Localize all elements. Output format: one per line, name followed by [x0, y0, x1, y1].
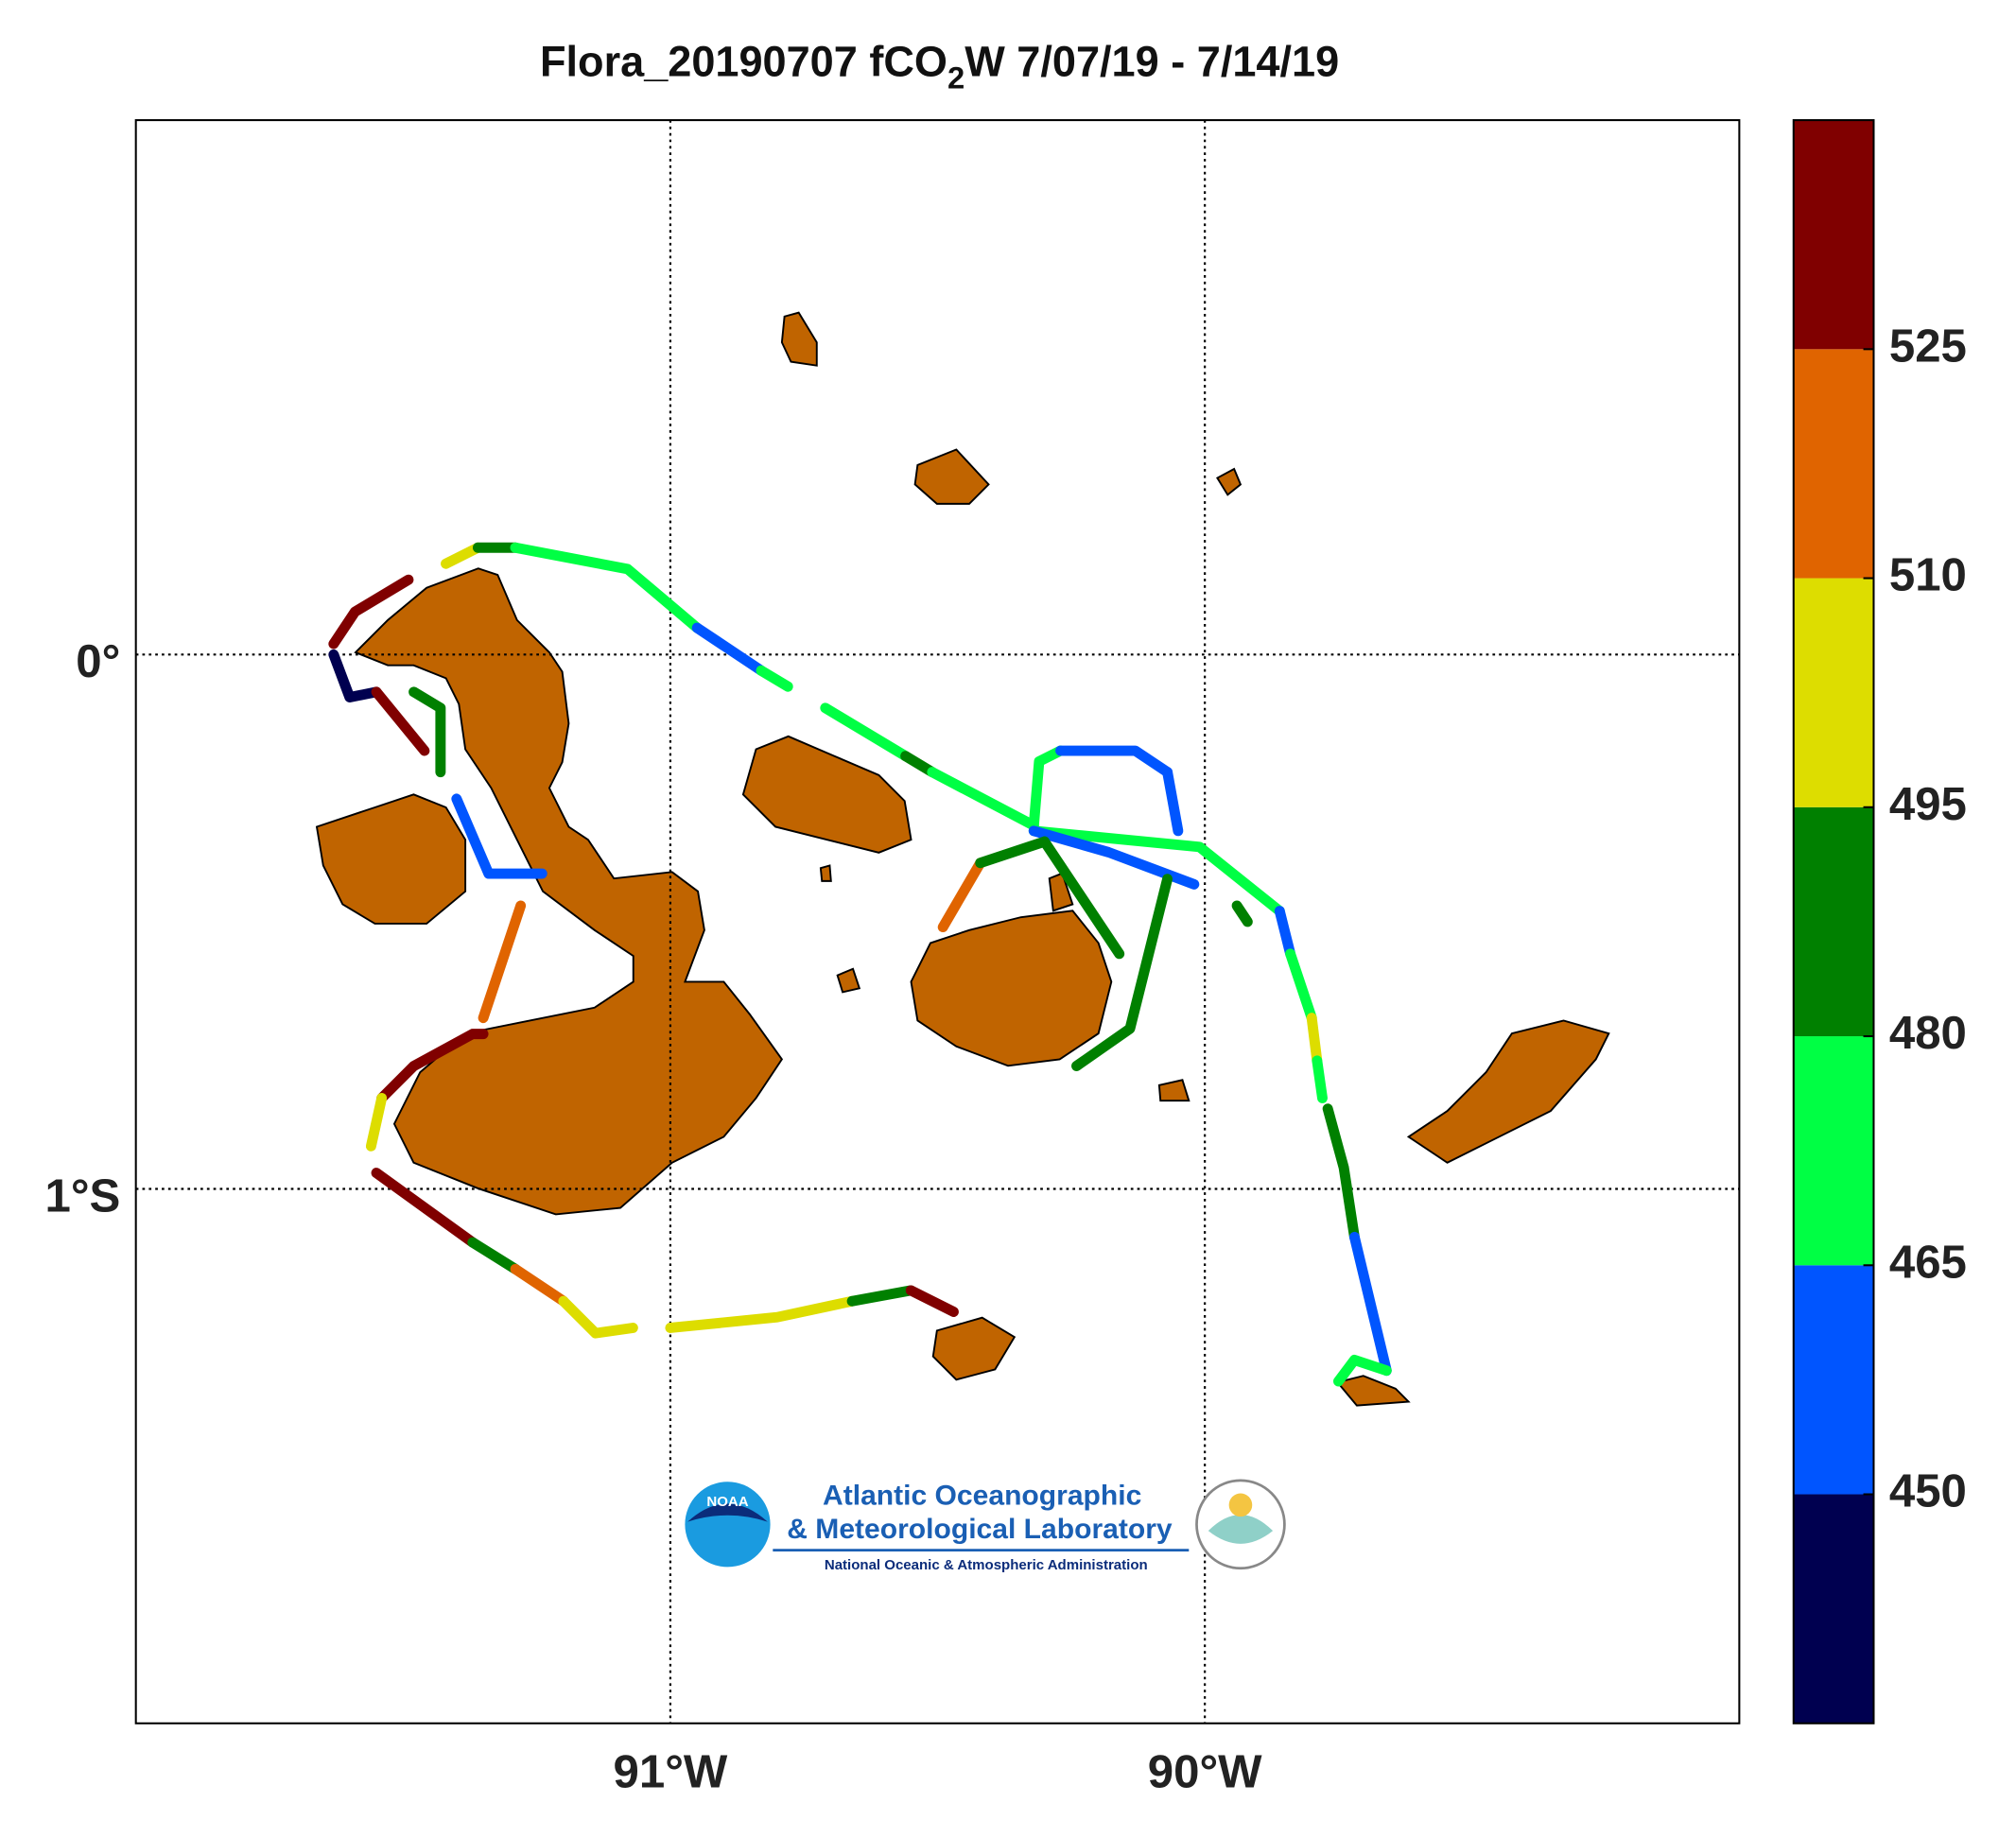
track-segment	[451, 793, 547, 879]
islands	[315, 311, 1610, 1407]
track-segment	[328, 649, 382, 702]
track-segment	[1028, 745, 1066, 831]
x-tick-label: 90°W	[1148, 1745, 1262, 1797]
map-frame	[134, 119, 1741, 1724]
colorbar-bin	[1793, 120, 1874, 350]
track-segment	[365, 1092, 388, 1152]
track-segment	[927, 767, 1039, 831]
chart-title: Flora_20190707 fCO2W 7/07/19 - 7/14/19	[540, 37, 1339, 95]
track-segment	[756, 665, 793, 692]
track-segment	[1162, 767, 1184, 837]
ship-track	[328, 542, 1392, 1387]
track-segment	[975, 836, 1051, 869]
colorbar-tick-label: 510	[1889, 549, 1967, 601]
track-segment	[820, 702, 912, 762]
colorbar-bin	[1793, 1265, 1874, 1495]
colorbar-tick-label: 525	[1889, 320, 1967, 372]
colorbar-frame	[1792, 119, 1875, 1724]
seal-sun	[1228, 1493, 1253, 1517]
island	[819, 864, 832, 882]
island	[354, 567, 784, 1216]
logo-line: & Meteorological Laboratory	[787, 1514, 1173, 1545]
track-segment	[510, 542, 703, 633]
island	[315, 793, 467, 925]
island	[1216, 467, 1243, 496]
title-part: W 7/07/19 - 7/14/19	[965, 37, 1339, 85]
track-segment	[1312, 1055, 1328, 1103]
colorbar-tick-label: 495	[1889, 778, 1967, 830]
track-segment	[1285, 948, 1317, 1024]
colorbar-bin	[1793, 806, 1874, 1037]
noaa-badge-top	[687, 1503, 768, 1522]
track-segment	[376, 1029, 489, 1103]
title-part: Flora_20190707 fCO	[540, 37, 947, 85]
y-tick-label: 1°S	[44, 1170, 120, 1222]
track-segment	[1274, 906, 1296, 960]
track-segment	[371, 686, 430, 756]
track-segment	[905, 1285, 959, 1317]
track-segment	[558, 1295, 638, 1339]
track-segment	[1028, 825, 1285, 917]
track-segment	[408, 686, 446, 778]
track-segment	[691, 622, 767, 676]
track-segment	[510, 1263, 569, 1307]
island	[1406, 1019, 1610, 1164]
track-segment	[441, 542, 483, 569]
title-subscript: 2	[947, 60, 965, 95]
colorbar-bin	[1793, 1036, 1874, 1266]
island	[1335, 1375, 1411, 1407]
colorbar: 450 465 480 495 510 525	[1792, 119, 1967, 1724]
colorbar-tick-label: 480	[1889, 1007, 1967, 1059]
track-segment	[467, 1237, 521, 1274]
island	[931, 1316, 1017, 1381]
track-segment	[1071, 874, 1173, 1071]
colorbar-tick-label: 465	[1889, 1236, 1967, 1288]
track-segment	[1028, 825, 1200, 890]
noaa-badge	[685, 1482, 771, 1568]
island	[780, 311, 818, 367]
logo-line: National Oceanic & Atmospheric Administr…	[825, 1557, 1148, 1573]
track-segment	[1348, 1231, 1392, 1377]
seal-art	[1208, 1515, 1274, 1544]
colorbar-bin	[1793, 578, 1874, 807]
island	[836, 967, 861, 994]
logo-badge-text: NOAA	[706, 1494, 748, 1510]
colorbar-bin	[1793, 1494, 1874, 1724]
x-tick-label: 91°W	[614, 1745, 728, 1797]
colorbar-tick-label: 450	[1889, 1465, 1967, 1517]
island	[913, 448, 990, 505]
y-tick-label: 0°	[76, 635, 120, 687]
track-segment	[665, 1295, 858, 1333]
island	[1157, 1079, 1190, 1102]
colorbar-bin	[1793, 349, 1874, 579]
island	[1048, 872, 1074, 912]
track-segment	[846, 1285, 916, 1307]
track-segment	[1231, 900, 1253, 927]
track-segment	[1055, 745, 1173, 778]
logo: NOAA Atlantic Oceanographic & Meteorolog…	[685, 1479, 1286, 1573]
track-segment	[1039, 836, 1125, 960]
track-segment	[328, 574, 414, 650]
island	[910, 910, 1113, 1067]
track-segment	[900, 751, 938, 778]
track-segment	[1332, 1354, 1392, 1387]
track-segment	[937, 858, 986, 933]
track-segment	[478, 900, 527, 1024]
track-segment	[1322, 1103, 1360, 1242]
logo-line: Atlantic Oceanographic	[823, 1481, 1141, 1512]
track-segment	[1306, 1013, 1323, 1066]
track-segment	[371, 1168, 478, 1248]
island	[741, 735, 912, 854]
